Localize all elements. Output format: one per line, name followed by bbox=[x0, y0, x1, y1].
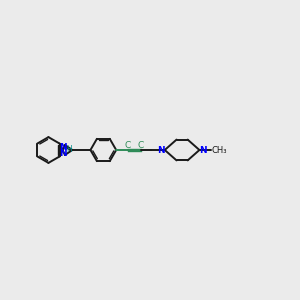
Text: H: H bbox=[66, 145, 72, 154]
Text: N: N bbox=[59, 148, 67, 158]
Text: CH₃: CH₃ bbox=[212, 146, 227, 154]
Text: C: C bbox=[125, 141, 131, 150]
Text: N: N bbox=[158, 146, 165, 154]
Text: N: N bbox=[59, 143, 67, 152]
Text: C: C bbox=[138, 141, 144, 150]
Text: N: N bbox=[199, 146, 207, 154]
